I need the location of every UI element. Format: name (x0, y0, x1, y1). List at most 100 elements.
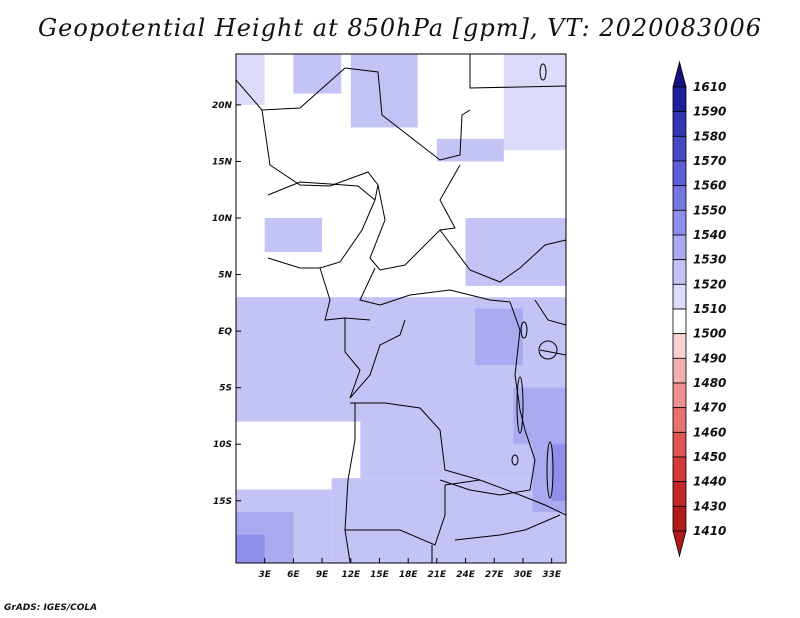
colorbar-label: 1530 (693, 253, 726, 267)
field-region-16 (551, 444, 566, 501)
y-tick-label: 10S (213, 440, 232, 450)
colorbar-box (672, 333, 687, 359)
field-region-5 (465, 218, 566, 286)
y-tick-label: 15S (213, 497, 232, 507)
colorbar-box (672, 209, 687, 236)
colorbar-label: 1590 (693, 105, 726, 119)
plot-frame (235, 53, 567, 564)
colorbar-label: 1500 (693, 327, 726, 341)
colorbar-box (672, 86, 687, 113)
field-region-15 (236, 534, 265, 563)
colorbar-label: 1470 (693, 401, 726, 415)
border-chad (369, 164, 461, 271)
colorbar-box (672, 135, 687, 162)
field-region-1 (503, 54, 566, 151)
x-axis: 3E 6E 9E 12E 15E 18E 21E 24E 27E 30E 33E (258, 558, 562, 580)
border-algeria-north (236, 67, 346, 111)
colorbar-box (672, 382, 687, 409)
colorbar-box (672, 185, 687, 211)
border-uganda-kenya (534, 299, 566, 326)
x-tick-label: 12E (341, 570, 361, 580)
x-tick-label: 21E (428, 570, 448, 580)
country-borders (236, 54, 566, 563)
lake-tanganyika (516, 376, 524, 434)
colorbar-box (672, 431, 687, 458)
field-region-3 (350, 54, 418, 128)
lake-mweru (511, 454, 519, 466)
colorbar-label: 1450 (693, 450, 726, 464)
border-drc-south (350, 402, 481, 481)
colorbar-label: 1460 (693, 425, 726, 439)
colorbar-label: 1510 (693, 302, 726, 316)
colorbar-label: 1570 (693, 154, 726, 168)
x-tick-label: 30E (514, 570, 534, 580)
y-tick-label: EQ (218, 327, 232, 337)
y-tick-label: 20N (212, 101, 233, 111)
lake-victoria (538, 340, 558, 360)
colorbar-bottom-arrow (672, 530, 687, 558)
lake-nasser (539, 63, 547, 81)
colorbar-label: 1560 (693, 179, 726, 193)
border-angola (344, 403, 356, 563)
x-tick-label: 24E (456, 570, 476, 580)
x-tick-label: 15E (370, 570, 390, 580)
field-region-12 (513, 387, 566, 445)
colorbar-box (672, 160, 687, 187)
border-congo (344, 318, 406, 399)
colorbar: 1610 1590 1580 1570 1560 1550 1540 1530 1520 1510… (672, 60, 726, 558)
colorbar-label: 1480 (693, 376, 726, 390)
x-tick-label: 3E (258, 570, 271, 580)
colorbar-box (672, 111, 687, 137)
y-tick-label: 15N (212, 157, 233, 167)
border-libya-west (344, 67, 471, 161)
colorbar-box (672, 308, 687, 335)
y-tick-label: 10N (212, 214, 233, 224)
field-region-2 (293, 54, 342, 94)
border-egypt-sudan (469, 54, 566, 89)
geopotential-field (236, 54, 566, 563)
x-tick-label: 9E (316, 570, 329, 580)
y-tick-label: 5N (218, 271, 232, 281)
colorbar-label: 1550 (693, 203, 726, 217)
colorbar-box (672, 259, 687, 285)
field-region-6 (264, 218, 323, 252)
colorbar-label: 1440 (693, 475, 726, 489)
colorbar-label: 1490 (693, 351, 726, 365)
border-cameroon-gabon (319, 267, 371, 321)
border-tanzania (539, 349, 566, 356)
colorbar-box (672, 456, 687, 483)
grads-credit: GrADS: IGES/COLA (4, 603, 98, 613)
lakes (511, 63, 558, 499)
map-title: Geopotential Height at 850hPa [gpm], VT:… (38, 14, 762, 42)
lake-malawi (546, 441, 554, 499)
colorbar-label: 1580 (693, 129, 726, 143)
colorbar-box (672, 283, 687, 310)
field-region-4 (436, 138, 504, 162)
field-region-9 (331, 478, 566, 563)
colorbar-box (672, 481, 687, 507)
colorbar-box (672, 407, 687, 433)
x-tick-label: 33E (542, 570, 562, 580)
border-sudan-south (439, 229, 566, 283)
field-region-11 (475, 308, 523, 366)
x-tick-label: 6E (287, 570, 300, 580)
border-drc-east (439, 301, 536, 496)
y-axis: 20N 15N 10N 5N EQ 5S 10S 15S (212, 101, 241, 507)
lake-albert (520, 321, 528, 339)
colorbar-label: 1520 (693, 277, 726, 291)
border-nigeria (267, 181, 376, 269)
colorbar-label: 1410 (693, 524, 726, 538)
x-tick-label: 27E (485, 570, 505, 580)
border-car (359, 267, 511, 306)
border-zambia (444, 479, 566, 516)
x-tick-label: 18E (399, 570, 419, 580)
colorbar-box (672, 234, 687, 261)
colorbar-box (672, 505, 687, 532)
colorbar-label: 1540 (693, 228, 726, 242)
colorbar-top-arrow (672, 60, 687, 88)
colorbar-box (672, 357, 687, 384)
colorbar-label: 1430 (693, 499, 726, 513)
colorbar-label: 1610 (693, 80, 726, 94)
border-zim (454, 514, 561, 541)
